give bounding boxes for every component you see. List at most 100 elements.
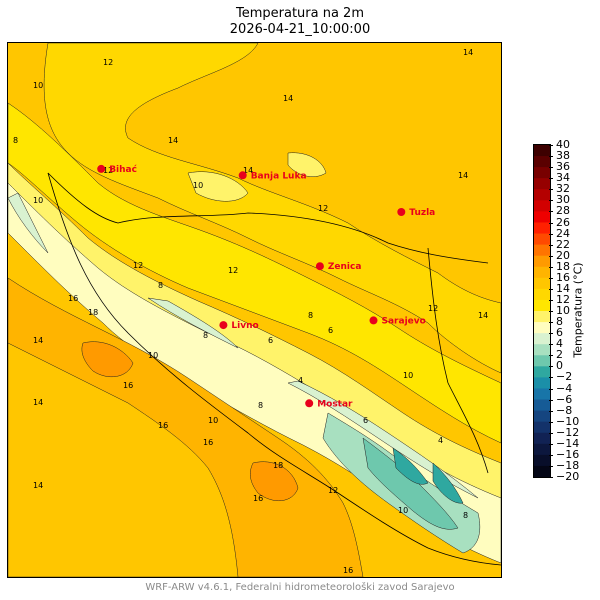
contour-label: 18 [88, 308, 98, 317]
contour-label: 12 [103, 58, 113, 67]
colorbar-segment [534, 465, 550, 477]
contour-label: 14 [33, 336, 43, 345]
field-0-2 [392, 447, 464, 504]
contour-label: 16 [68, 294, 78, 303]
colorbar-segment [534, 189, 550, 201]
border-line [47, 172, 489, 264]
colorbar-segment [534, 255, 550, 268]
colorbar-segment [534, 222, 550, 235]
contour-label: 6 [328, 326, 333, 335]
contour-label: 14 [463, 48, 473, 57]
colorbar-tick-label: 22 [549, 237, 570, 251]
colorbar-tick-label: −12 [548, 425, 580, 439]
contour-label: 14 [168, 136, 178, 145]
colorbar-segment [534, 333, 550, 345]
contour-label: 14 [458, 171, 468, 180]
colorbar-segment [534, 443, 550, 456]
contour-label: 16 [253, 494, 263, 503]
field-10-north-patch [187, 152, 327, 202]
contour-label: 14 [478, 311, 488, 320]
city-label: Sarajevo [382, 316, 426, 326]
contour-label: 8 [463, 511, 468, 520]
city-label: Tuzla [409, 208, 435, 218]
colorbar-segment [534, 211, 550, 223]
colorbar-tick-label: 0 [549, 359, 563, 373]
colorbar-tick-label: 10 [549, 304, 570, 317]
colorbar-segment [534, 399, 550, 412]
city-marker [238, 171, 247, 180]
contour-label: 14 [33, 481, 43, 490]
contour-label: 10 [403, 371, 413, 380]
colorbar-segment [534, 288, 550, 301]
city-label: Banja Luka [251, 171, 307, 181]
contour-label: 10 [208, 416, 218, 425]
contour-label: 10 [398, 506, 408, 515]
contour-label: 14 [33, 398, 43, 407]
field-12-belt [8, 102, 501, 444]
contour-label: 14 [243, 166, 253, 175]
contour-label: 12 [103, 166, 113, 175]
colorbar-tick-label: 38 [549, 149, 570, 163]
colorbar-tick-label: 6 [549, 326, 563, 340]
colorbar-segment [534, 322, 550, 334]
contour-label: 16 [203, 438, 213, 447]
map-datetime: 2026-04-21_10:00:00 [229, 22, 371, 37]
contour-label: 10 [148, 351, 158, 360]
colorbar-segment [534, 366, 550, 378]
colorbar-tick-label: 12 [549, 292, 570, 306]
contour-label: 16 [158, 421, 168, 430]
border-line [427, 247, 489, 474]
border-line [47, 172, 501, 566]
contour-label: 12 [428, 304, 438, 313]
colorbar-tick-label: 40 [549, 138, 570, 151]
colorbar-tick-label: −16 [548, 447, 580, 461]
contour-label: 12 [318, 204, 328, 213]
colorbar-segment [534, 167, 550, 179]
contour-label: 12 [328, 486, 338, 495]
colorbar-segment [534, 355, 550, 367]
colorbar-segment [534, 145, 550, 157]
colorbar-tick-label: −20 [548, 470, 580, 483]
temperature-map: 14 12 10 14 14 12 8 10 10 14 12 14 12 12… [7, 42, 502, 578]
contour-label: 12 [133, 261, 143, 270]
colorbar-segment [534, 299, 550, 312]
colorbar-tick-label: 2 [549, 348, 563, 362]
contour-label: 8 [258, 401, 263, 410]
contour-label: 8 [308, 311, 313, 320]
contour-label: 10 [33, 196, 43, 205]
colorbar-segment [534, 156, 550, 168]
map-title: Temperatura na 2m [235, 6, 364, 21]
colorbar-tick-label: 34 [549, 171, 570, 185]
city-label: Zenica [328, 262, 362, 272]
city-marker [97, 164, 106, 173]
city-marker [219, 321, 228, 330]
contour-label: 16 [343, 566, 353, 575]
colorbar-segment [534, 454, 550, 467]
city-label: Bihać [109, 164, 137, 175]
field-12-14-north [43, 43, 501, 374]
city-marker [397, 208, 406, 216]
contour-label: 8 [203, 331, 208, 340]
contour-label: 10 [33, 81, 43, 90]
field-18-spot-1 [81, 341, 134, 378]
contour-label: 12 [228, 266, 238, 275]
field-14-sea [8, 342, 239, 577]
colorbar-tick-label: −4 [548, 381, 573, 395]
colorbar-segment [534, 311, 550, 323]
colorbar-label: Temperatura (°C) [571, 262, 585, 358]
city-label: Mostar [317, 399, 353, 409]
contour-label: 8 [13, 136, 18, 145]
colorbar-tick-label: −2 [548, 370, 573, 384]
city-marker [315, 262, 324, 271]
colorbar-tick-label: 28 [549, 204, 570, 218]
field-6-8 [8, 192, 479, 499]
colorbar-tick-label: 14 [549, 281, 570, 295]
colorbar-segment [534, 421, 550, 434]
colorbar-tick-label: −18 [548, 458, 580, 472]
colorbar-segment [534, 266, 550, 279]
colorbar-segment [534, 233, 550, 246]
colorbar-segment [534, 377, 550, 389]
city-marker [369, 316, 378, 325]
colorbar-tick-label: 8 [549, 315, 563, 329]
city-marker [305, 399, 314, 408]
